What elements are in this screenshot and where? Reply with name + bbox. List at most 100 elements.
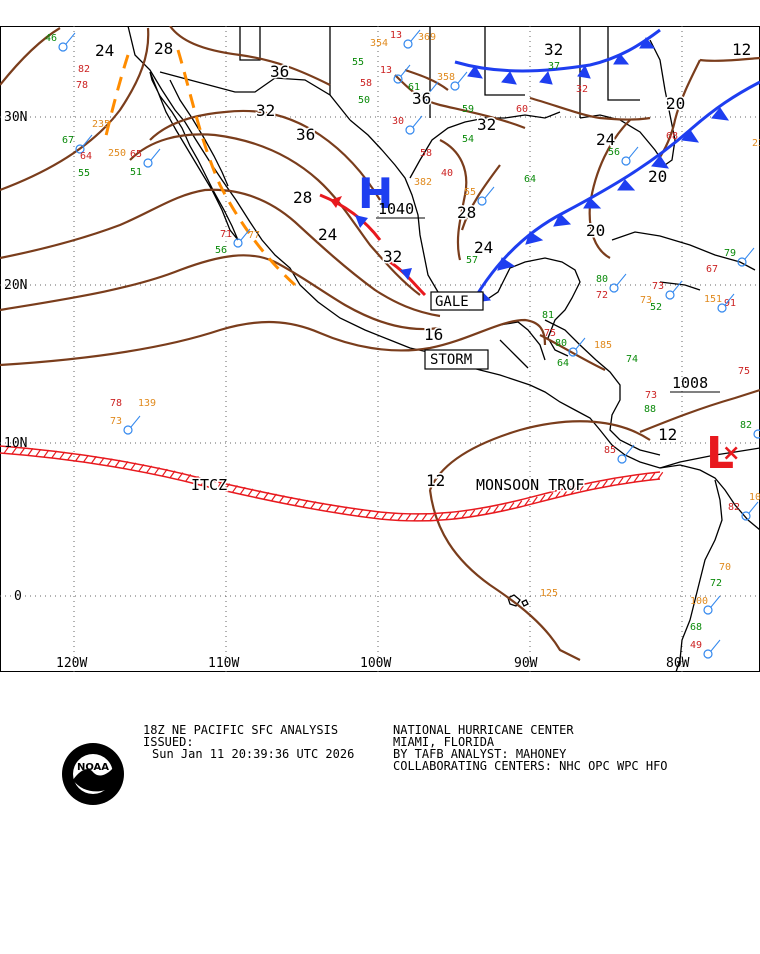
station-circle xyxy=(393,74,403,84)
station-circle xyxy=(421,91,431,101)
itcz-hatch-mark xyxy=(169,470,176,479)
station-value: 72 xyxy=(710,578,722,589)
isobar-2 xyxy=(0,27,150,192)
isobar-label: 24 xyxy=(474,238,493,257)
itcz-hatch-mark xyxy=(333,505,340,513)
itcz-hatch-mark xyxy=(508,502,515,510)
station-value: 77 xyxy=(248,230,260,241)
itcz-hatch-mark xyxy=(216,481,223,490)
itcz-hatch-mark xyxy=(539,494,546,503)
station-value: 81 xyxy=(542,310,554,321)
station-circle xyxy=(665,290,675,300)
station-value: 40 xyxy=(441,168,453,179)
itcz-hatch-mark xyxy=(153,467,160,475)
wind-barb xyxy=(150,148,161,161)
isobar-label: 32 xyxy=(477,115,496,134)
station-value: 60 xyxy=(516,104,528,115)
noaa-logo: NOAA xyxy=(58,742,128,806)
itcz-hatch-mark xyxy=(106,458,113,467)
itcz-hatch-mark xyxy=(19,447,26,456)
station-value: 236 xyxy=(752,138,760,149)
itcz-hatch-mark xyxy=(562,488,569,497)
isobars xyxy=(0,25,760,661)
station-value: 100 xyxy=(690,596,708,607)
station-value: 75 xyxy=(544,328,556,339)
itcz-hatch-mark xyxy=(437,512,444,521)
lon-label: 100W xyxy=(360,656,391,671)
wind-barb xyxy=(724,293,735,306)
stationary-front-segment xyxy=(400,268,412,280)
station-circle xyxy=(703,605,713,615)
wind-barb xyxy=(628,146,639,159)
low-center-cross: × xyxy=(722,441,740,466)
isobar-label: 20 xyxy=(586,221,605,240)
station-value: 358 xyxy=(437,72,455,83)
station-value: 82 xyxy=(78,64,90,75)
itcz-line-upper xyxy=(0,445,661,515)
isobar-label: 32 xyxy=(256,101,275,120)
itcz-hatch-mark xyxy=(278,495,285,503)
wind-barb xyxy=(82,134,93,147)
isobar-label: 12 xyxy=(732,40,751,59)
station-value: 80 xyxy=(596,274,608,285)
station-value: 354 xyxy=(370,38,388,49)
isobar-label: 28 xyxy=(457,203,476,222)
station-circle xyxy=(609,283,619,293)
station-value: 139 xyxy=(138,398,156,409)
station-value: 75 xyxy=(738,366,750,377)
station-value: 55 xyxy=(352,57,364,68)
station-value: 13 xyxy=(390,30,402,41)
itcz-hatch-mark xyxy=(349,507,356,516)
station-value: 185 xyxy=(594,340,612,351)
itcz-hatch-mark xyxy=(302,499,309,508)
analyst-name: BY TAFB ANALYST: MAHONEY xyxy=(393,747,567,761)
station-circle xyxy=(233,238,243,248)
station-value: 30 xyxy=(392,116,404,127)
itcz-hatch-mark xyxy=(601,480,608,488)
station-circle xyxy=(75,144,85,154)
isobar-10 xyxy=(439,139,468,261)
stationary-front-segment xyxy=(389,260,427,297)
isobar-label: 20 xyxy=(648,167,667,186)
itcz-hatch-mark xyxy=(524,498,531,507)
itcz-hatch-mark xyxy=(294,498,301,506)
itcz-hatch-mark xyxy=(594,481,600,490)
cold-front-barb xyxy=(639,37,656,49)
station-value: 369 xyxy=(418,32,436,43)
wind-barb xyxy=(428,81,439,94)
station-value: 78 xyxy=(110,398,122,409)
gale-label: GALE xyxy=(435,294,469,310)
cold-front-barb xyxy=(711,107,730,121)
station-value: 125 xyxy=(540,588,558,599)
isobar-9 xyxy=(394,74,526,130)
itcz-hatch-mark xyxy=(357,508,364,517)
isobar-11 xyxy=(460,164,501,231)
trough-mexico xyxy=(176,49,297,287)
itcz-hatch-mark xyxy=(177,472,184,480)
isobar-label: 12 xyxy=(426,471,445,490)
center-name: NATIONAL HURRICANE CENTER xyxy=(393,723,574,737)
itcz-hatch-mark xyxy=(286,496,293,505)
wind-barb xyxy=(412,115,423,128)
station-value: 73 xyxy=(652,281,664,292)
isobar-1 xyxy=(0,27,61,86)
station-value: 235 xyxy=(92,119,110,130)
isobar-17 xyxy=(428,420,651,491)
itcz-hatch-mark xyxy=(421,513,428,522)
station-value: 58 xyxy=(360,78,372,89)
border-states xyxy=(239,26,640,118)
cold-front-barb xyxy=(539,70,553,85)
itcz-hatch-mark xyxy=(318,502,325,511)
itcz-hatch-mark xyxy=(547,492,554,501)
lon-label: 120W xyxy=(56,656,87,671)
lon-label: 80W xyxy=(666,656,690,671)
itcz-hatch-mark xyxy=(578,484,585,493)
itcz-hatch-mark xyxy=(3,445,10,454)
isobar-label: 16 xyxy=(424,325,443,344)
station-circle xyxy=(58,42,68,52)
station-circle xyxy=(717,303,727,313)
lon-label: 90W xyxy=(514,656,538,671)
stationary-front-segment xyxy=(319,193,382,241)
station-value: 13 xyxy=(380,65,392,76)
itcz-hatch-mark xyxy=(27,448,34,456)
